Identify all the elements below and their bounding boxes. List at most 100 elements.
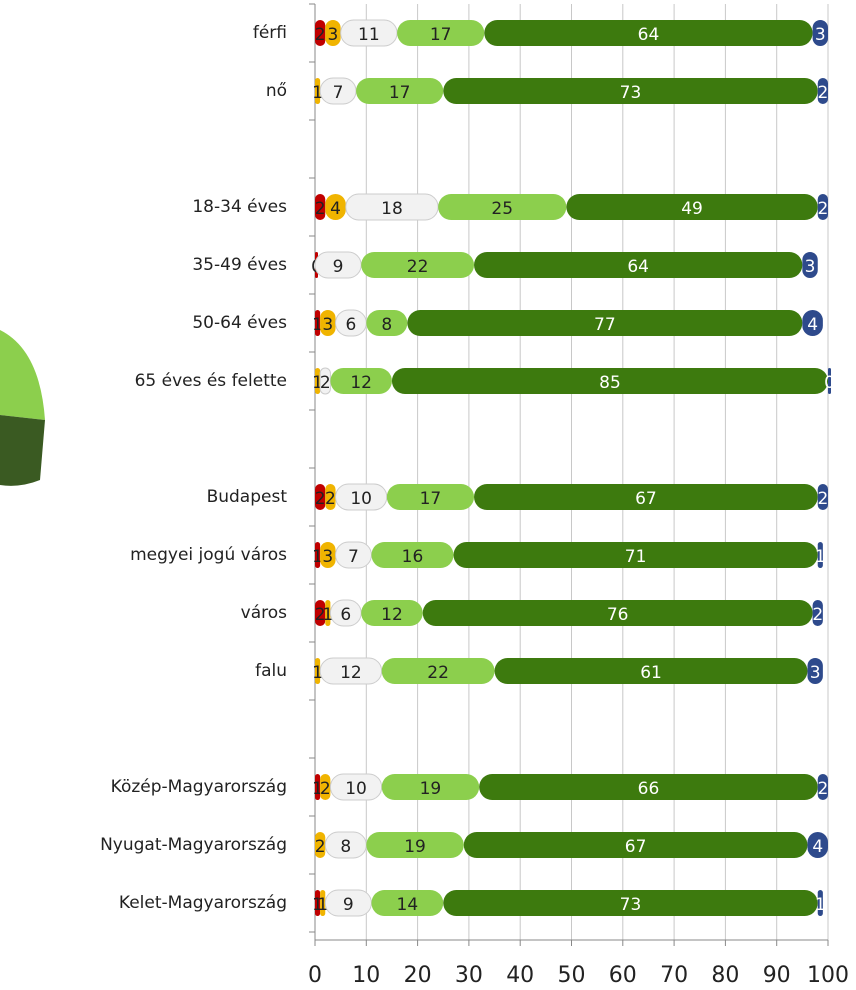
category-label: város — [241, 603, 287, 623]
bar-segment — [320, 774, 331, 800]
bar-segment — [828, 368, 831, 394]
bar-segment — [802, 252, 818, 278]
value-label: 77 — [594, 315, 616, 335]
value-label: 17 — [420, 489, 442, 509]
bar-segment — [463, 832, 808, 858]
bar-segment — [817, 774, 828, 800]
bar-segment — [407, 310, 803, 336]
bar-segment — [320, 890, 326, 916]
bar-segment — [315, 20, 326, 46]
bar-segment — [315, 368, 321, 394]
value-label: 17 — [430, 25, 452, 45]
value-label: 1 — [312, 373, 323, 393]
value-label: 67 — [625, 837, 647, 857]
value-label: 3 — [322, 547, 333, 567]
value-label: 66 — [638, 779, 660, 799]
x-tick-label: 10 — [352, 963, 380, 988]
x-tick-label: 100 — [807, 963, 849, 988]
value-label: 8 — [340, 837, 351, 857]
bar-segment — [325, 600, 331, 626]
value-label: 64 — [638, 25, 660, 45]
bar-segment — [817, 194, 828, 220]
bar-segment — [315, 310, 321, 336]
bar-segment — [817, 484, 828, 510]
value-label: 16 — [402, 547, 424, 567]
bar-segment — [361, 252, 475, 278]
bar-segment — [335, 483, 388, 511]
bar-segment — [315, 78, 321, 104]
x-tick-label: 60 — [609, 963, 637, 988]
value-label: 14 — [397, 895, 419, 915]
category-label: Nyugat-Magyarország — [100, 835, 287, 855]
bar-segment — [315, 484, 326, 510]
value-label: 2 — [315, 605, 326, 625]
x-tick-label: 50 — [558, 963, 586, 988]
value-label: 19 — [420, 779, 442, 799]
bar-segment — [817, 78, 828, 104]
bar-segment — [315, 600, 326, 626]
bar-segment — [315, 194, 326, 220]
category-label: megyei jogú város — [130, 545, 287, 565]
value-label: 1 — [322, 605, 333, 625]
value-label: 22 — [427, 663, 449, 683]
category-label: 50-64 éves — [192, 313, 287, 333]
bar-segment — [320, 310, 336, 336]
category-label: 18-34 éves — [192, 197, 287, 217]
value-label: 1 — [312, 547, 323, 567]
bar-segment — [361, 600, 423, 626]
value-label: 18 — [381, 199, 403, 219]
bar-segment — [320, 542, 336, 568]
bar-segment — [817, 890, 823, 916]
bar-segment — [391, 368, 828, 394]
category-label: Közép-Magyarország — [111, 777, 287, 797]
bar-segment — [443, 78, 818, 104]
bar-segment — [315, 658, 321, 684]
bar-segment — [438, 194, 567, 220]
bar-segment — [443, 890, 818, 916]
bar-segment — [315, 542, 321, 568]
bar-segment — [812, 600, 823, 626]
value-label: 17 — [389, 83, 411, 103]
value-label: 73 — [620, 895, 642, 915]
value-label: 67 — [635, 489, 657, 509]
bar-segment — [366, 310, 408, 336]
bar-segment — [315, 832, 326, 858]
category-label: Budapest — [207, 487, 288, 507]
bar-segment — [325, 484, 336, 510]
bar-segment — [330, 368, 392, 394]
value-label: 71 — [625, 547, 647, 567]
value-label: 61 — [640, 663, 662, 683]
bar-segment — [325, 194, 346, 220]
value-label: 8 — [381, 315, 392, 335]
value-label: 49 — [681, 199, 703, 219]
value-label: 2 — [320, 779, 331, 799]
value-label: 6 — [345, 315, 356, 335]
bar-segment — [325, 20, 341, 46]
value-label: 12 — [340, 663, 362, 683]
bar-segment — [315, 774, 321, 800]
value-label: 22 — [407, 257, 429, 277]
value-label: 6 — [340, 605, 351, 625]
value-label: 2 — [315, 25, 326, 45]
bar-segment — [812, 20, 828, 46]
bar-segment — [397, 20, 485, 46]
bar-segment — [381, 658, 495, 684]
value-label: 25 — [491, 199, 513, 219]
category-label: 35-49 éves — [192, 255, 287, 275]
bar-segment — [356, 78, 444, 104]
bar-segment — [807, 658, 823, 684]
value-label: 2 — [315, 199, 326, 219]
category-label: Kelet-Magyarország — [119, 893, 287, 913]
x-tick-label: 40 — [506, 963, 534, 988]
value-label: 2 — [817, 779, 828, 799]
value-label: 3 — [805, 257, 816, 277]
value-label: 9 — [333, 257, 344, 277]
bar-segment — [474, 484, 818, 510]
bar-segment — [479, 774, 818, 800]
value-label: 1 — [815, 547, 826, 567]
value-label: 64 — [627, 257, 649, 277]
pie-fragment — [0, 330, 45, 486]
bar-segment — [474, 252, 803, 278]
value-label: 2 — [817, 83, 828, 103]
value-label: 3 — [810, 663, 821, 683]
